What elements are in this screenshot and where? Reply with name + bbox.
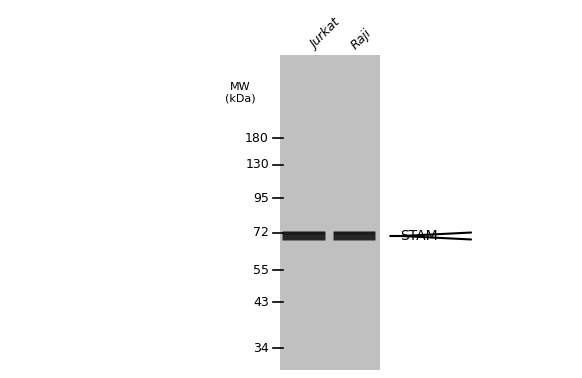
- Text: MW
(kDa): MW (kDa): [225, 82, 255, 104]
- Bar: [283, 232, 325, 235]
- Bar: [283, 232, 325, 234]
- Bar: [334, 232, 375, 234]
- Text: 34: 34: [253, 341, 269, 355]
- Bar: [334, 232, 375, 234]
- Text: 72: 72: [253, 226, 269, 240]
- Bar: [283, 232, 325, 235]
- Bar: [334, 231, 375, 234]
- Bar: [334, 232, 375, 235]
- Text: 55: 55: [253, 263, 269, 276]
- Bar: [280, 55, 380, 370]
- Bar: [283, 232, 325, 235]
- Bar: [283, 232, 325, 234]
- Text: 43: 43: [253, 296, 269, 308]
- Bar: [283, 231, 325, 234]
- Bar: [334, 232, 375, 235]
- Bar: [334, 232, 375, 234]
- Text: 95: 95: [253, 192, 269, 204]
- Text: Jurkat: Jurkat: [308, 17, 343, 52]
- Bar: [334, 232, 375, 234]
- Text: 130: 130: [245, 158, 269, 172]
- Bar: [283, 232, 325, 234]
- Bar: [334, 232, 375, 235]
- FancyBboxPatch shape: [282, 231, 325, 240]
- Text: 180: 180: [245, 132, 269, 144]
- Bar: [283, 232, 325, 234]
- Text: STAM: STAM: [400, 229, 438, 243]
- FancyBboxPatch shape: [333, 231, 375, 240]
- Text: Raji: Raji: [348, 26, 374, 52]
